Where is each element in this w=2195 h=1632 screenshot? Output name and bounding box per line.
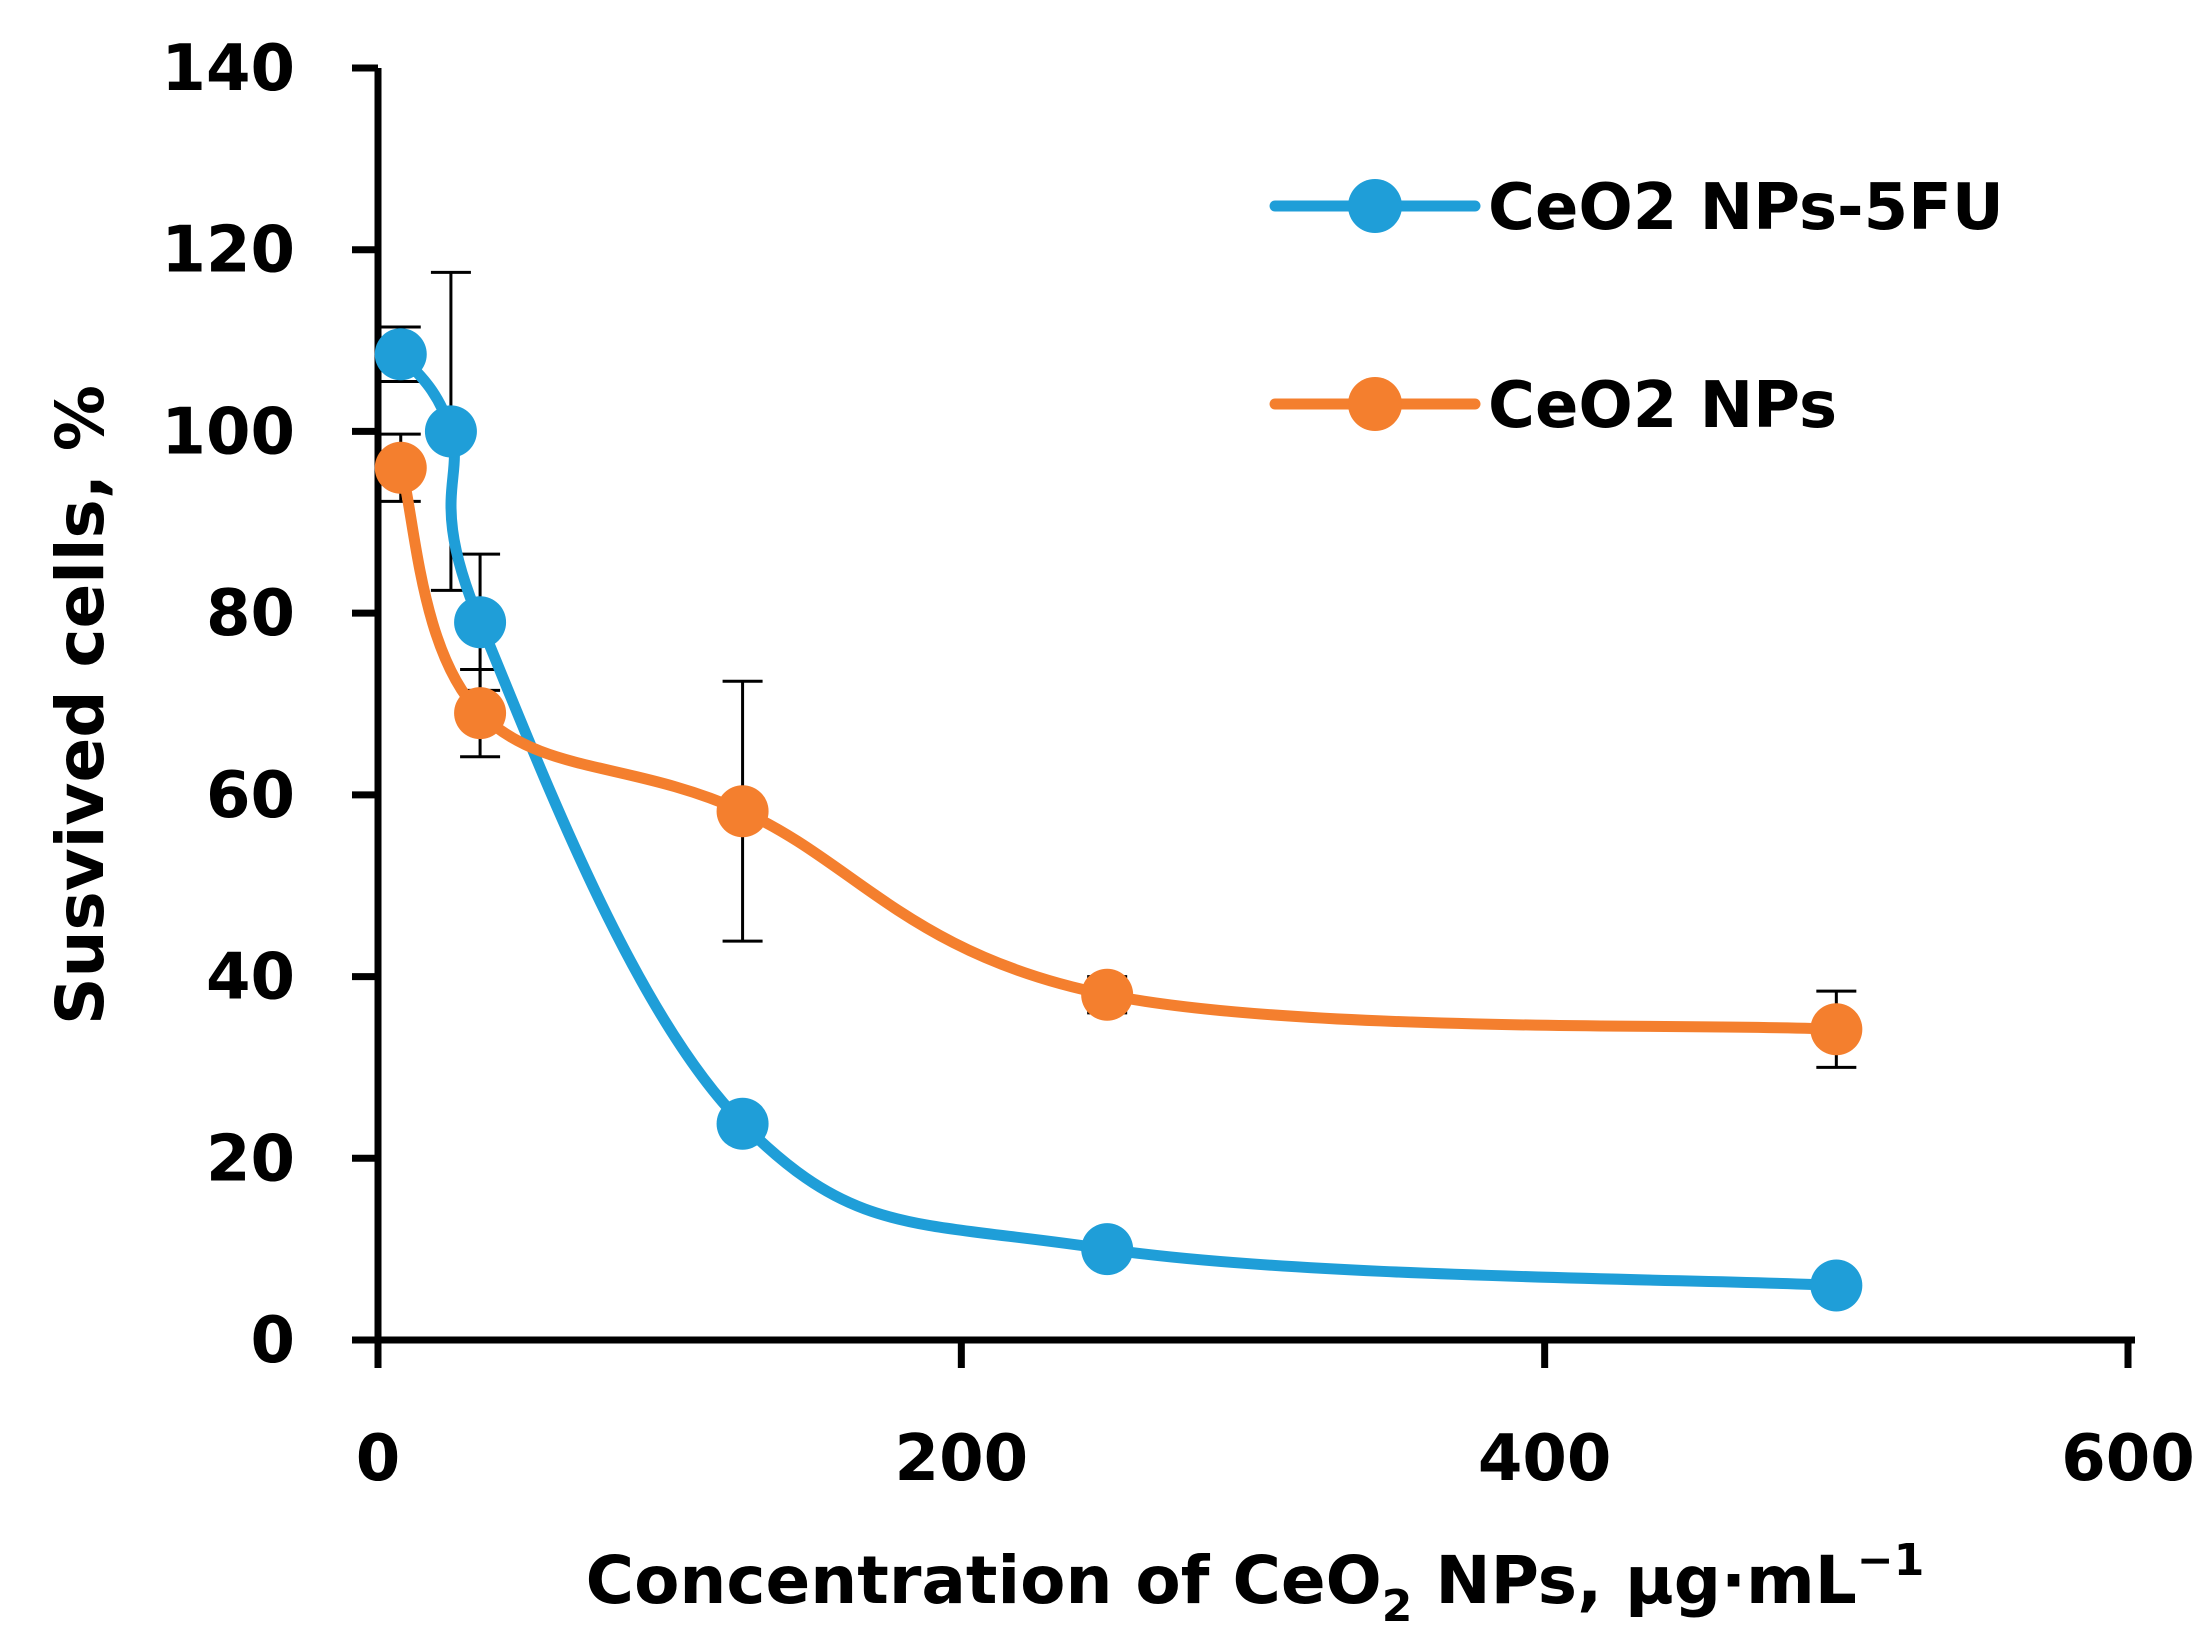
data-point-ceo2-nps — [374, 441, 427, 494]
y-tick-label: 0 — [250, 1304, 295, 1378]
data-point-ceo2-nps-5fu — [1081, 1223, 1134, 1276]
legend-entry-ceo2-nps: CeO2 NPs — [1269, 369, 1837, 443]
data-point-ceo2-nps — [1810, 1003, 1863, 1056]
legend-marker-ceo2-nps — [1348, 377, 1402, 431]
y-tick-label: 100 — [161, 395, 295, 469]
legend-marker-ceo2-nps-5fu — [1348, 179, 1402, 233]
data-point-ceo2-nps — [1081, 968, 1134, 1021]
y-tick-label: 80 — [206, 577, 295, 651]
axes-layer — [352, 68, 2135, 1344]
y-tick-label: 60 — [206, 759, 295, 833]
y-axis-title: Susvived cells, % — [42, 385, 119, 1025]
y-tick-label: 140 — [161, 32, 295, 106]
data-point-ceo2-nps-5fu — [716, 1097, 769, 1150]
y-tick-label: 120 — [161, 214, 295, 288]
x-tick-label: 400 — [1478, 1422, 1612, 1496]
legend: CeO2 NPs-5FU CeO2 NPs — [1269, 171, 2004, 443]
data-point-ceo2-nps-5fu — [1810, 1259, 1863, 1312]
legend-label-ceo2-nps-5fu: CeO2 NPs-5FU — [1488, 171, 2004, 245]
legend-label-ceo2-nps: CeO2 NPs — [1488, 369, 1837, 443]
ticks-layer: 0 20 40 60 80 100 120 140 0 200 400 600 — [161, 32, 2194, 1496]
data-point-ceo2-nps — [716, 785, 769, 838]
series-line-ceo2-nps — [395, 462, 1842, 1035]
data-point-ceo2-nps — [454, 687, 507, 740]
legend-entry-ceo2-nps-5fu: CeO2 NPs-5FU — [1269, 171, 2004, 245]
series-lines — [395, 348, 1842, 1291]
series-line-ceo2-nps-5fu — [395, 348, 1842, 1291]
series-points — [374, 328, 1863, 1312]
x-axis-title: Concentration of CeO2 NPs, µg·mL−1 — [586, 1535, 1925, 1632]
data-point-ceo2-nps-5fu — [424, 405, 477, 458]
y-tick-label: 40 — [206, 941, 295, 1015]
data-point-ceo2-nps-5fu — [374, 328, 427, 381]
y-tick-label: 20 — [206, 1122, 295, 1196]
data-point-ceo2-nps-5fu — [454, 596, 507, 649]
x-tick-label: 0 — [356, 1422, 401, 1496]
x-tick-label: 600 — [2061, 1422, 2195, 1496]
x-tick-label: 200 — [895, 1422, 1029, 1496]
